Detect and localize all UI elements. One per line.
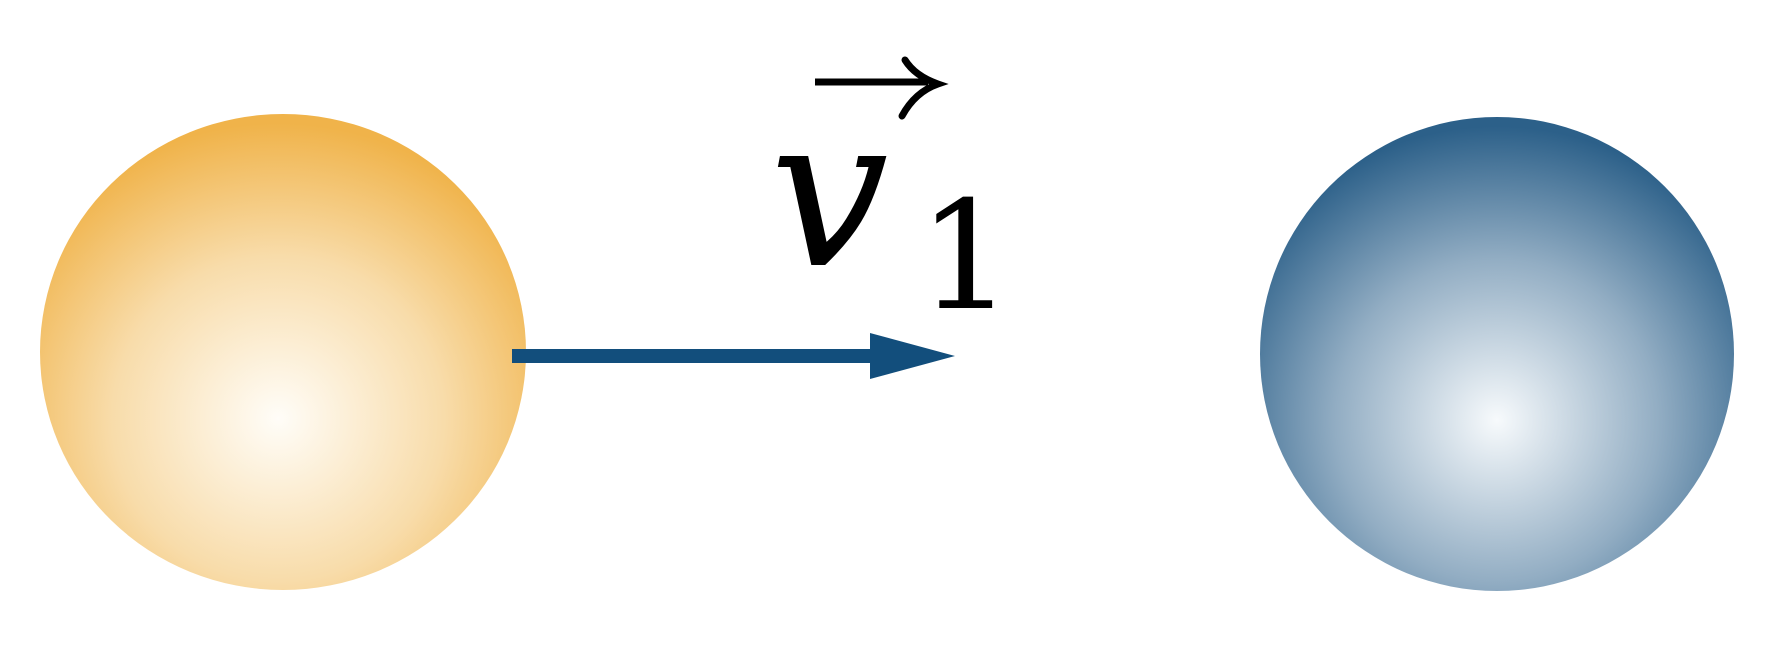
right-ball [1260,117,1734,591]
velocity-subscript: 1 [918,170,1013,344]
velocity-label: v 1 [770,56,1013,344]
velocity-symbol: v [770,70,889,315]
vector-arrow-icon [815,56,949,120]
velocity-arrow [512,333,955,379]
left-ball [40,114,526,590]
velocity-arrow-head [870,333,955,379]
